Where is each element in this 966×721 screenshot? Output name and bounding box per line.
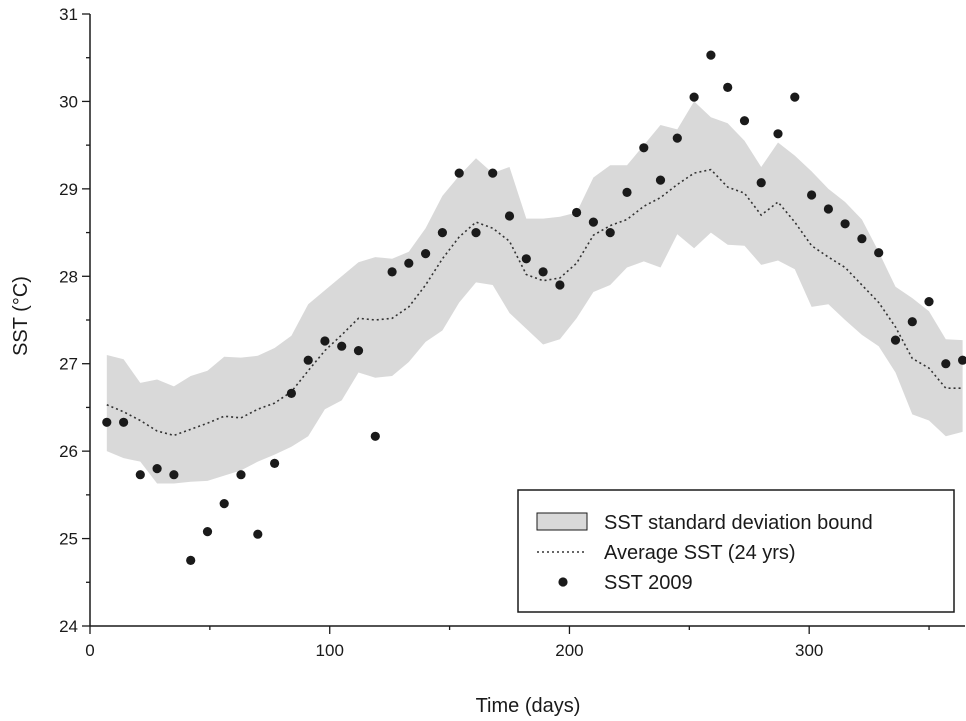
sst-2009-point bbox=[337, 341, 347, 351]
legend-point-swatch bbox=[558, 577, 568, 587]
sst-2009-point bbox=[706, 50, 716, 60]
sst-2009-point bbox=[907, 317, 917, 327]
x-tick-label: 100 bbox=[316, 641, 344, 660]
sst-2009-point bbox=[286, 388, 296, 398]
sst-2009-point bbox=[236, 470, 246, 480]
sst-2009-point bbox=[320, 336, 330, 346]
sst-2009-point bbox=[756, 178, 766, 188]
y-tick-label: 30 bbox=[59, 92, 78, 111]
y-tick-label: 24 bbox=[59, 617, 78, 636]
sst-2009-point bbox=[890, 335, 901, 345]
sst-2009-point bbox=[119, 417, 129, 427]
sd-band-layer bbox=[106, 101, 963, 484]
sst-2009-point bbox=[454, 168, 464, 178]
sd-band bbox=[106, 101, 963, 484]
legend-band-swatch bbox=[536, 512, 588, 531]
sst-2009-point bbox=[387, 267, 397, 277]
sst-2009-point bbox=[135, 470, 145, 480]
sst-2009-point bbox=[807, 190, 817, 200]
sst-2009-point bbox=[370, 431, 380, 441]
sst-2009-point bbox=[169, 470, 179, 480]
sst-2009-point bbox=[874, 248, 884, 258]
sst-2009-point bbox=[605, 228, 615, 238]
sst-2009-point bbox=[572, 207, 582, 218]
sst-2009-point bbox=[941, 359, 951, 369]
sst-2009-point bbox=[538, 267, 548, 277]
y-tick-label: 28 bbox=[59, 267, 78, 286]
sst-2009-point bbox=[588, 217, 599, 227]
sst-2009-point bbox=[790, 92, 800, 102]
sst-2009-point bbox=[404, 258, 414, 268]
legend-label-band: SST standard deviation bound bbox=[604, 512, 873, 534]
y-tick-label: 27 bbox=[59, 355, 78, 374]
legend-label-2009: SST 2009 bbox=[604, 572, 693, 594]
sst-2009-point bbox=[186, 555, 196, 566]
y-axis-title: SST (°C) bbox=[10, 276, 32, 356]
sst-2009-point-layer bbox=[102, 50, 966, 566]
sst-2009-point bbox=[773, 129, 783, 139]
x-tick-label: 200 bbox=[555, 641, 583, 660]
sst-2009-point bbox=[504, 211, 515, 221]
sst-2009-point bbox=[555, 280, 565, 290]
sst-2009-point bbox=[672, 133, 682, 143]
sst-2009-point bbox=[958, 355, 966, 365]
sst-2009-point bbox=[219, 499, 229, 509]
y-tick-label: 31 bbox=[59, 5, 78, 24]
sst-2009-point bbox=[437, 228, 447, 238]
sst-2009-point bbox=[488, 168, 498, 178]
sst-2009-point bbox=[270, 458, 280, 468]
sst-2009-point bbox=[622, 187, 632, 197]
sst-2009-point bbox=[152, 464, 162, 474]
sst-2009-point bbox=[471, 228, 481, 238]
sst-2009-point bbox=[655, 175, 666, 185]
sst-2009-point bbox=[689, 92, 699, 102]
sst-2009-point bbox=[857, 234, 867, 244]
legend-label-mean: Average SST (24 yrs) bbox=[604, 542, 796, 564]
sst-2009-point bbox=[723, 82, 733, 92]
sst-2009-point bbox=[739, 116, 750, 126]
x-axis-title: Time (days) bbox=[476, 695, 581, 717]
sst-2009-point bbox=[421, 249, 431, 259]
x-tick-label: 300 bbox=[795, 641, 823, 660]
sst-2009-point bbox=[521, 254, 531, 264]
sst-2009-point bbox=[102, 417, 112, 427]
axes-layer: 24 25 26 27 28 29 30 31 0 100 200 300 bbox=[59, 5, 965, 660]
sst-2009-point bbox=[253, 529, 263, 539]
legend-box bbox=[517, 489, 955, 613]
sst-2009-point bbox=[823, 204, 834, 214]
legend: SST standard deviation bound Average SST… bbox=[517, 489, 955, 613]
sst-2009-point bbox=[303, 355, 313, 365]
sst-2009-point bbox=[353, 346, 364, 356]
sst-2009-point bbox=[202, 527, 213, 537]
y-tick-label: 25 bbox=[59, 530, 78, 549]
y-tick-label: 29 bbox=[59, 180, 78, 199]
sst-2009-point bbox=[924, 297, 934, 307]
sst-2009-point bbox=[840, 219, 850, 229]
y-tick-label: 26 bbox=[59, 442, 78, 461]
x-tick-label: 0 bbox=[85, 641, 94, 660]
sst-2009-point bbox=[639, 143, 649, 153]
